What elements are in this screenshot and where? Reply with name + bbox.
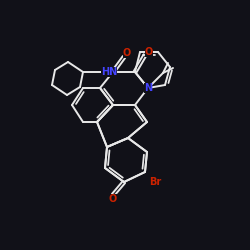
Text: O: O — [123, 48, 131, 58]
Text: HN: HN — [101, 67, 117, 77]
Text: O: O — [109, 194, 117, 204]
Text: N: N — [144, 83, 152, 93]
Text: Br: Br — [149, 177, 161, 187]
Text: O: O — [145, 47, 153, 57]
